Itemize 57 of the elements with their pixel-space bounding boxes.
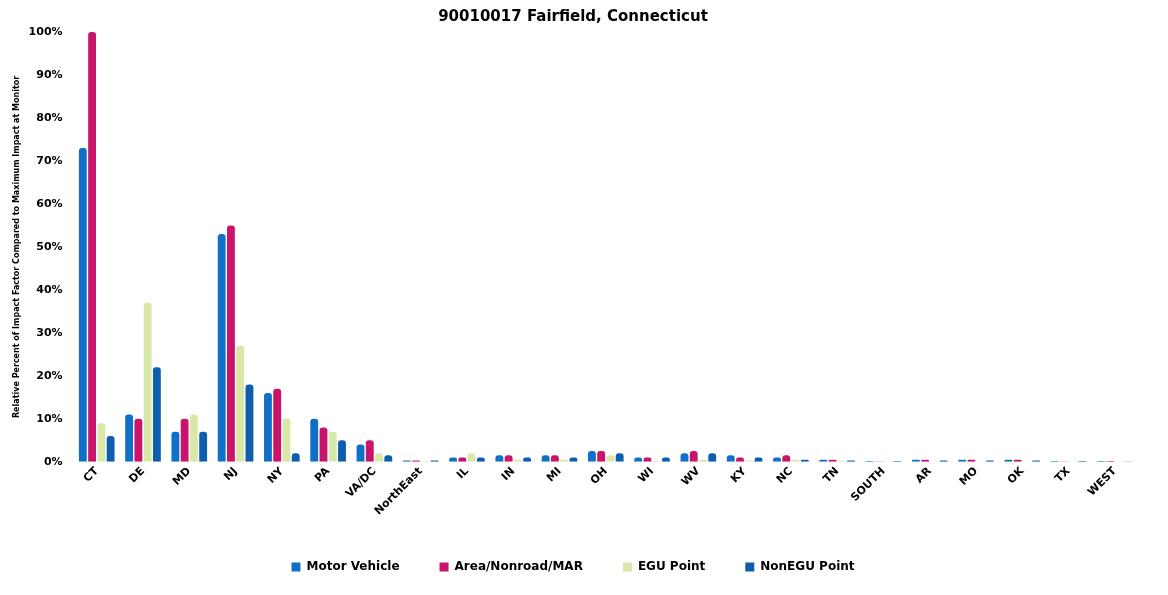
x-tick-label: OK — [1004, 464, 1027, 487]
x-tick-label: TX — [1052, 464, 1074, 485]
y-tick-label: 20% — [36, 368, 63, 382]
bar — [217, 234, 226, 462]
x-tick-label: MD — [170, 464, 194, 488]
bar — [236, 345, 245, 462]
bar — [171, 431, 180, 462]
bar — [227, 225, 235, 462]
x-tick-label: TN — [820, 464, 842, 486]
x-tick-label: MO — [956, 464, 981, 488]
bar — [97, 423, 106, 462]
x-tick-label: WV — [678, 464, 703, 489]
bar — [180, 418, 189, 462]
x-tick-label: NY — [264, 463, 287, 486]
y-axis-title: Relative Percent of Impact Factor Compared to Maximum Impact at Monitor — [11, 75, 21, 419]
bar — [365, 440, 374, 462]
y-tick-label: 50% — [36, 239, 63, 253]
bar — [189, 414, 198, 462]
bar — [199, 431, 208, 462]
bar — [152, 367, 161, 462]
y-tick-label: 70% — [36, 153, 63, 167]
bar — [125, 414, 134, 462]
x-tick-label: AR — [912, 464, 935, 486]
x-tick-label: IL — [454, 464, 472, 482]
x-tick-label: NC — [773, 464, 796, 486]
bar — [264, 393, 272, 462]
y-tick-label: 40% — [36, 282, 63, 296]
x-tick-label: MI — [543, 464, 564, 485]
x-tick-label: OH — [587, 464, 610, 487]
y-tick-label: 0% — [43, 454, 63, 468]
y-tick-label: 60% — [36, 196, 63, 210]
bar — [106, 436, 115, 462]
bar — [78, 148, 87, 462]
legend-label: EGU Point — [637, 559, 706, 574]
legend-label: NonEGU Point — [760, 559, 855, 574]
x-tick-label: CT — [80, 464, 102, 485]
y-tick-label: 30% — [36, 325, 63, 339]
legend-label: Area/Nonroad/MAR — [454, 559, 583, 574]
bar — [88, 32, 97, 462]
y-tick-label: 100% — [28, 24, 63, 38]
chart-title: 90010017 Fairfield, Connecticut — [438, 6, 708, 25]
x-tick-label: PA — [312, 464, 333, 485]
bar — [338, 440, 346, 462]
x-tick-label: DE — [126, 464, 148, 486]
x-tick-label: IN — [498, 464, 518, 484]
bar — [143, 302, 152, 462]
bar — [273, 388, 282, 462]
legend-label: Motor Vehicle — [306, 559, 400, 574]
x-tick-label: NJ — [221, 464, 240, 484]
x-tick-label: KY — [727, 463, 750, 486]
bar — [134, 418, 143, 462]
bar — [328, 431, 337, 462]
y-tick-label: 90% — [36, 67, 63, 81]
bar — [310, 418, 319, 462]
y-tick-label: 10% — [36, 411, 63, 425]
y-tick-label: 80% — [36, 110, 63, 124]
x-tick-label: WI — [635, 464, 657, 486]
